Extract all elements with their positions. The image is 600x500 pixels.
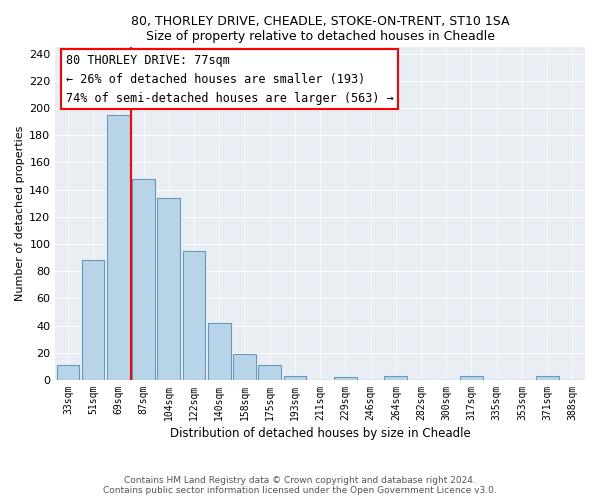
Bar (82, 260, 104, 380)
Text: Contains HM Land Registry data © Crown copyright and database right 2024.
Contai: Contains HM Land Registry data © Crown c… (103, 476, 497, 495)
Y-axis label: Number of detached properties: Number of detached properties (15, 126, 25, 301)
X-axis label: Distribution of detached houses by size in Cheadle: Distribution of detached houses by size … (170, 427, 470, 440)
Bar (385, 376, 407, 380)
Bar (208, 323, 230, 380)
Bar (157, 198, 180, 380)
Bar (536, 376, 559, 380)
Bar (334, 377, 357, 380)
Bar (233, 354, 256, 380)
Bar (182, 251, 205, 380)
Bar (259, 365, 281, 380)
Bar (56, 365, 79, 380)
Bar (132, 179, 155, 380)
Title: 80, THORLEY DRIVE, CHEADLE, STOKE-ON-TRENT, ST10 1SA
Size of property relative t: 80, THORLEY DRIVE, CHEADLE, STOKE-ON-TRE… (131, 15, 509, 43)
Text: 80 THORLEY DRIVE: 77sqm
← 26% of detached houses are smaller (193)
74% of semi-d: 80 THORLEY DRIVE: 77sqm ← 26% of detache… (66, 54, 394, 104)
Bar (460, 376, 483, 380)
Bar (284, 376, 306, 380)
Bar (107, 115, 130, 380)
